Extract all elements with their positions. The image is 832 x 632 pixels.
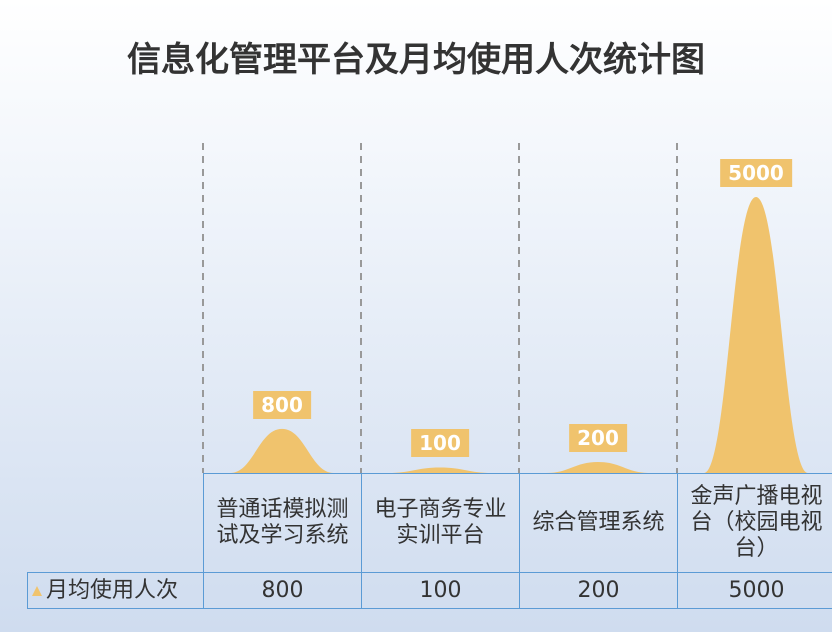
legend-cell: 月均使用人次 xyxy=(27,572,204,609)
data-label: 800 xyxy=(253,390,311,419)
category-cell: 综合管理系统 xyxy=(519,473,678,573)
legend-label: 月均使用人次 xyxy=(46,577,179,603)
bar xyxy=(546,461,650,473)
data-label: 100 xyxy=(411,429,469,458)
category-cell: 电子商务专业实训平台 xyxy=(361,473,520,573)
bar xyxy=(704,197,808,473)
bar xyxy=(230,428,334,473)
legend-marker xyxy=(32,585,42,596)
table-value: 100 xyxy=(361,572,520,609)
bar xyxy=(388,467,492,473)
chart-title: 信息化管理平台及月均使用人次统计图 xyxy=(127,40,705,80)
table-value: 5000 xyxy=(677,572,832,609)
data-label: 5000 xyxy=(720,159,792,187)
table-value: 800 xyxy=(203,572,362,609)
category-cell: 金声广播电视台（校园电视台） xyxy=(677,473,832,573)
category-cell: 普通话模拟测试及学习系统 xyxy=(203,473,362,573)
table-value: 200 xyxy=(519,572,678,609)
data-label: 200 xyxy=(569,423,627,452)
